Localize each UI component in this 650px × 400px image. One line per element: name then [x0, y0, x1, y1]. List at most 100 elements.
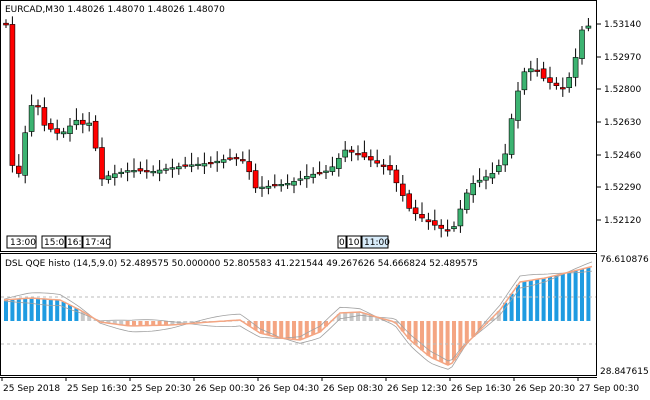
histogram-bar	[573, 270, 578, 321]
time-label: 25 Sep 16:30	[67, 384, 127, 394]
histogram-bar	[112, 321, 117, 324]
candle-body	[527, 68, 534, 73]
histogram-bar	[336, 314, 341, 321]
histogram-bar	[87, 315, 92, 321]
candle-body	[572, 57, 579, 78]
candle-body	[451, 226, 457, 230]
histogram-bar	[279, 321, 284, 339]
histogram-bar	[452, 321, 456, 361]
histogram-bar	[74, 308, 79, 321]
candle-body	[131, 170, 137, 173]
histogram-bar	[144, 321, 149, 326]
histogram-bar	[368, 315, 373, 321]
histogram-bar	[80, 311, 85, 321]
price-label: 1.53140	[604, 20, 641, 30]
histogram-bar	[4, 299, 8, 321]
histogram-bar	[55, 299, 60, 321]
price-label: 1.52290	[604, 183, 641, 193]
candle-body	[9, 24, 16, 166]
candle-body	[323, 170, 329, 173]
candle-body	[425, 219, 432, 223]
candle-body	[233, 157, 240, 160]
candle-body	[534, 69, 541, 72]
histogram-bar	[548, 276, 552, 321]
candle-body	[380, 164, 387, 167]
candle-body	[73, 119, 80, 126]
histogram-bar	[426, 321, 431, 356]
candle-body	[374, 160, 381, 164]
histogram-bar	[535, 279, 540, 321]
histogram-bar	[10, 299, 15, 321]
indicator-max-label: 76.610876	[600, 255, 649, 265]
qqe-lines	[3, 261, 593, 370]
candle-body	[208, 162, 214, 165]
candle-body	[585, 25, 592, 29]
price-label: 1.52460	[604, 151, 641, 161]
candle-body	[566, 77, 573, 89]
candle-body	[271, 184, 278, 187]
time-label: 26 Sep 00:30	[195, 384, 255, 394]
candle-body	[80, 119, 86, 125]
histogram-bar	[503, 302, 508, 321]
candle-body	[144, 170, 150, 173]
main-price-axis: 1.53140 1.52970 1.52800 1.52630 1.52460 …	[597, 20, 641, 226]
time-label: 25 Sep 2018	[3, 384, 60, 394]
histogram-bar	[509, 293, 514, 321]
candle-body	[99, 147, 105, 180]
histogram-bar	[522, 281, 527, 321]
candle-body	[406, 193, 413, 209]
histogram-bar	[554, 275, 559, 321]
candle-body	[393, 169, 400, 184]
histogram-bar	[490, 317, 495, 321]
histogram-bar	[394, 321, 399, 324]
candle-body	[150, 171, 156, 174]
candle-body	[35, 105, 41, 108]
main-chart-frame[interactable]	[0, 0, 597, 252]
histogram-bar	[413, 321, 418, 345]
histogram-bar	[516, 284, 520, 321]
histogram-bar	[266, 321, 271, 336]
candle-body	[47, 123, 54, 130]
candle-body	[67, 125, 73, 134]
candle-body	[41, 107, 48, 126]
candle-body	[483, 176, 489, 181]
histogram-bar	[560, 273, 565, 321]
candle-body	[476, 179, 483, 183]
main-chart-title: EURCAD,M30 1.48026 1.48070 1.48026 1.480…	[5, 5, 225, 15]
histogram-bar	[36, 298, 40, 321]
time-marker: 15:00	[44, 238, 70, 248]
candle-body	[3, 22, 9, 26]
histogram-bar	[356, 312, 360, 321]
time-markers: 13:00 15:00 16: 17:40 0 10: 11:00	[6, 235, 390, 249]
histogram-bar	[48, 299, 53, 321]
candle-body	[176, 166, 182, 170]
histogram-bar	[477, 321, 482, 331]
candle-body	[515, 90, 521, 121]
histogram-bar	[164, 321, 168, 326]
candle-body	[553, 82, 560, 86]
candle-body	[489, 173, 496, 179]
candle-body	[240, 159, 246, 162]
histogram-bar	[125, 321, 130, 326]
candle-body	[291, 181, 297, 186]
histogram-bar	[189, 321, 194, 324]
candle-body	[92, 120, 99, 149]
candle-body	[297, 178, 304, 181]
histogram-bar	[304, 321, 309, 338]
candle-body	[348, 149, 355, 153]
candle-body	[252, 170, 259, 189]
histogram-bar	[292, 321, 296, 340]
histogram-bar	[157, 321, 162, 326]
candle-body	[521, 71, 528, 91]
candle-body	[227, 157, 233, 160]
candle-body	[214, 160, 220, 164]
candle-body	[367, 156, 374, 161]
histogram-bar	[138, 321, 143, 326]
candle-body	[60, 131, 67, 135]
indicator-title: DSL QQE histo (14,5,9.0) 52.489575 50.00…	[5, 259, 478, 269]
histogram-bar	[298, 321, 303, 340]
histogram-bar	[61, 301, 66, 321]
histogram-bar	[260, 321, 264, 334]
indicator-line	[3, 270, 593, 370]
qqe-histogram	[4, 267, 591, 365]
